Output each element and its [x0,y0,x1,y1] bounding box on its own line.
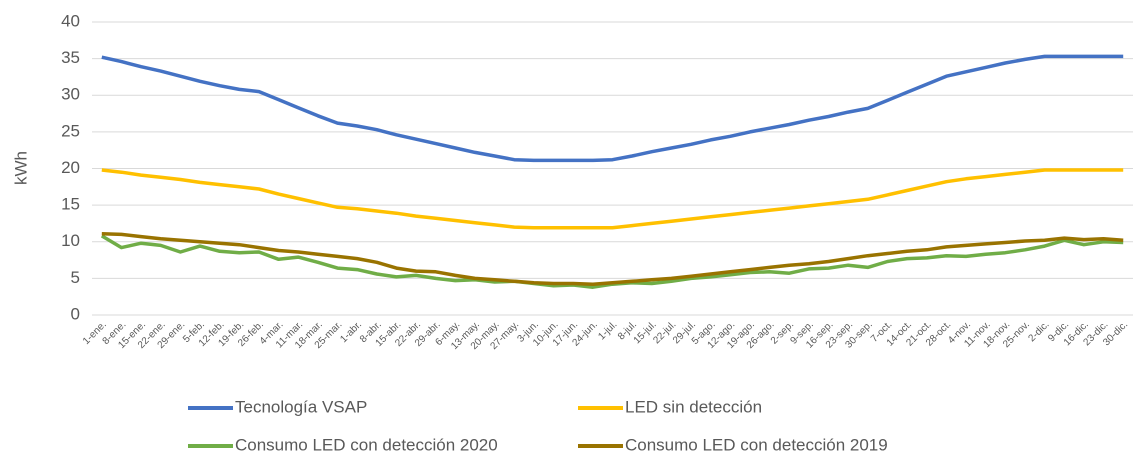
series-line [101,231,1124,286]
y-tick-label: 10 [61,231,80,250]
y-tick-label: 20 [61,158,80,177]
legend-label: Consumo LED con detección 2020 [235,435,498,454]
y-tick-label: 25 [61,121,80,140]
x-tick-label: 1-jul. [596,319,619,342]
y-tick-label: 0 [71,304,80,323]
legend-label: Tecnología VSAP [235,397,367,416]
legend-label: Consumo LED con detección 2019 [625,435,888,454]
y-tick-label: 15 [61,195,80,214]
y-tick-label: 5 [71,268,80,287]
legend-label: LED sin detección [625,397,762,416]
y-tick-label: 40 [61,11,80,30]
y-axis-label: kWh [11,151,30,185]
x-tick-label: 2-dic. [1027,319,1052,344]
x-tick-label: 1-abr. [338,319,364,345]
y-tick-label: 30 [61,85,80,104]
series-line [101,168,1124,230]
series-line [101,54,1124,163]
y-tick-label: 35 [61,48,80,67]
